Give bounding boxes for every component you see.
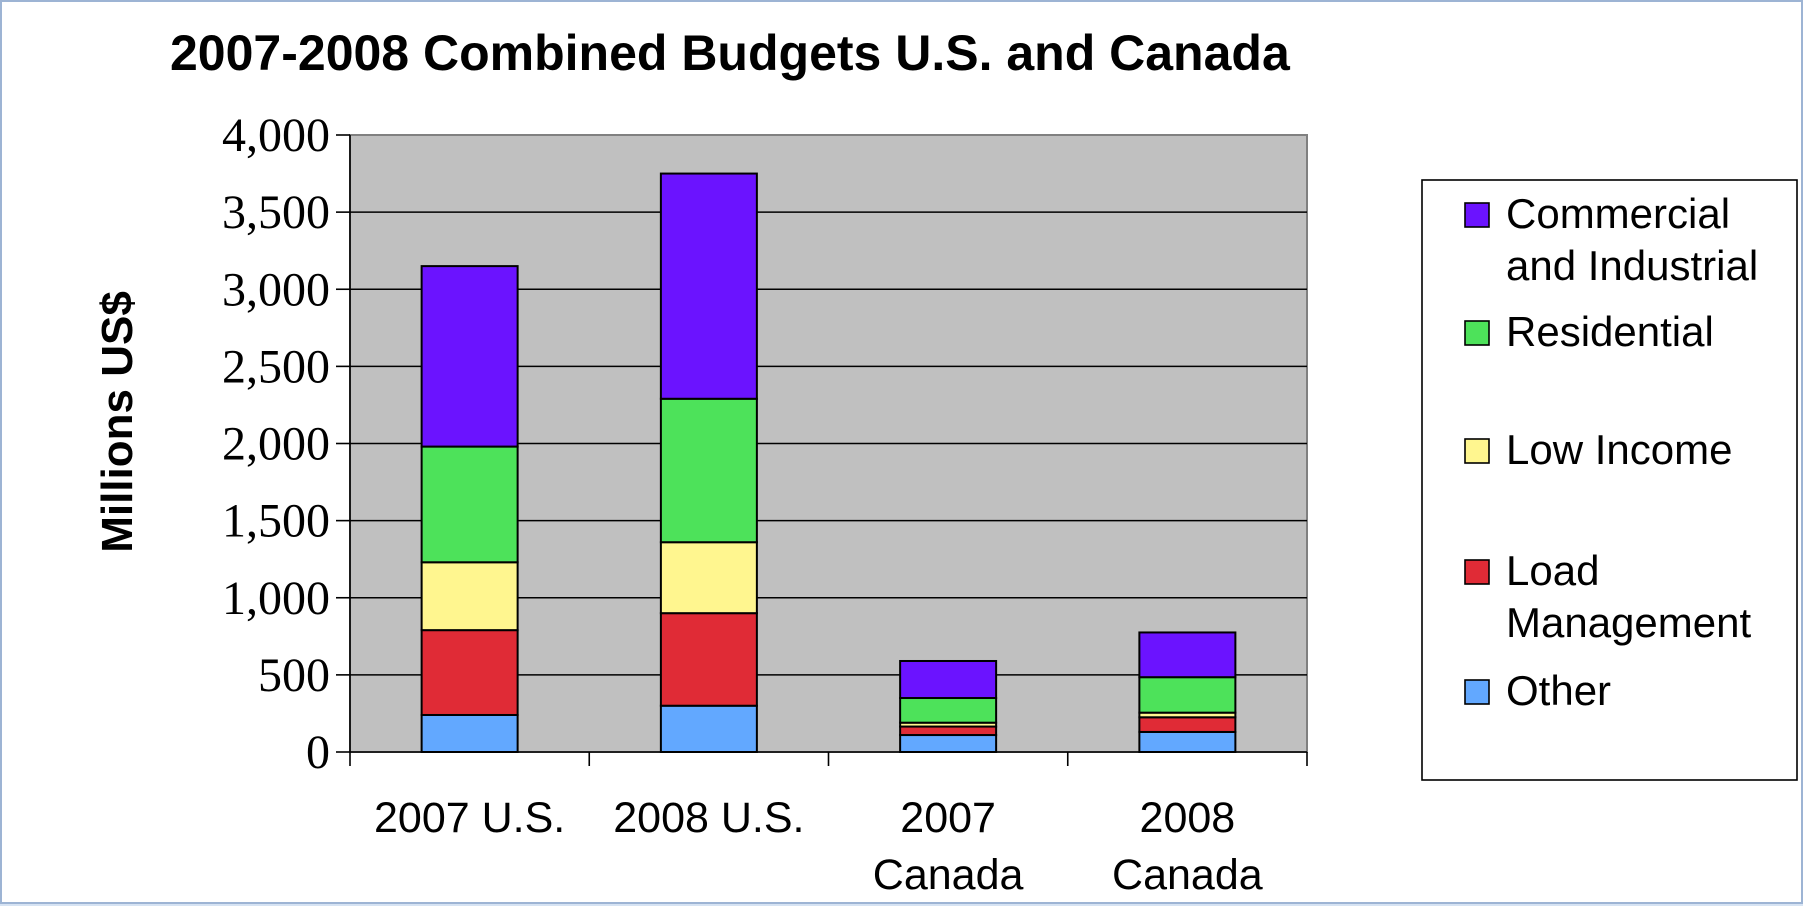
bar-segment: [1138, 676, 1237, 714]
bar-segment: [1138, 631, 1237, 679]
y-tick-label: 2,500: [222, 340, 330, 393]
bar-segment: [899, 697, 998, 724]
x-tick-label: Canada: [873, 851, 1024, 899]
bar-segment: [899, 659, 998, 700]
bar-segment: [420, 713, 519, 753]
x-tick-label: 2008 U.S.: [613, 794, 804, 842]
legend-swatch: [1464, 438, 1490, 464]
y-axis-label: Millions US$: [93, 291, 142, 553]
legend-label: and Industrial: [1506, 242, 1758, 289]
plot-area: 0 500 1,000 1,500 2,000 2,500 3,000 3,500 4,000 2…: [222, 109, 1308, 899]
y-tick-label: 3,500: [222, 186, 330, 239]
legend-label: Load: [1506, 547, 1599, 594]
y-tick-label: 4,000: [222, 109, 330, 162]
bar-segment: [899, 734, 998, 753]
y-tick-label: 3,000: [222, 263, 330, 316]
legend-label: Residential: [1506, 308, 1714, 355]
legend-swatch: [1464, 202, 1490, 228]
x-tick-label: Canada: [1112, 851, 1263, 899]
legend-label: Low Income: [1506, 426, 1732, 473]
legend-label: Management: [1506, 599, 1751, 646]
bar-segment: [899, 725, 998, 737]
y-tick-label: 1,000: [222, 572, 330, 625]
bar-segment: [1138, 716, 1237, 733]
chart-title: 2007-2008 Combined Budgets U.S. and Cana…: [170, 25, 1291, 81]
bar-segment: [420, 629, 519, 716]
legend-label: Commercial: [1506, 190, 1730, 237]
y-tick-label: 1,500: [222, 495, 330, 548]
bar-segment: [659, 704, 758, 753]
x-tick-label: 2008: [1140, 794, 1236, 842]
bar-segment: [1138, 730, 1237, 754]
bar-segment: [659, 397, 758, 544]
bar-segment: [659, 172, 758, 400]
bar-segment: [659, 541, 758, 615]
legend-swatch: [1464, 559, 1490, 585]
legend-swatch: [1464, 320, 1490, 346]
bar-segment: [659, 612, 758, 707]
bar-segment: [420, 445, 519, 564]
y-tick-label: 2,000: [222, 418, 330, 471]
legend-label: Other: [1506, 667, 1611, 714]
bar-segment: [420, 265, 519, 448]
bar-segment: [420, 561, 519, 632]
legend: Commercial and Industrial Residential Low I…: [1421, 179, 1798, 781]
y-tick-label: 0: [306, 726, 330, 779]
legend-swatch: [1464, 679, 1490, 705]
x-tick-label: 2007: [900, 794, 996, 842]
y-tick-label: 500: [258, 649, 330, 702]
x-tick-label: 2007 U.S.: [374, 794, 565, 842]
